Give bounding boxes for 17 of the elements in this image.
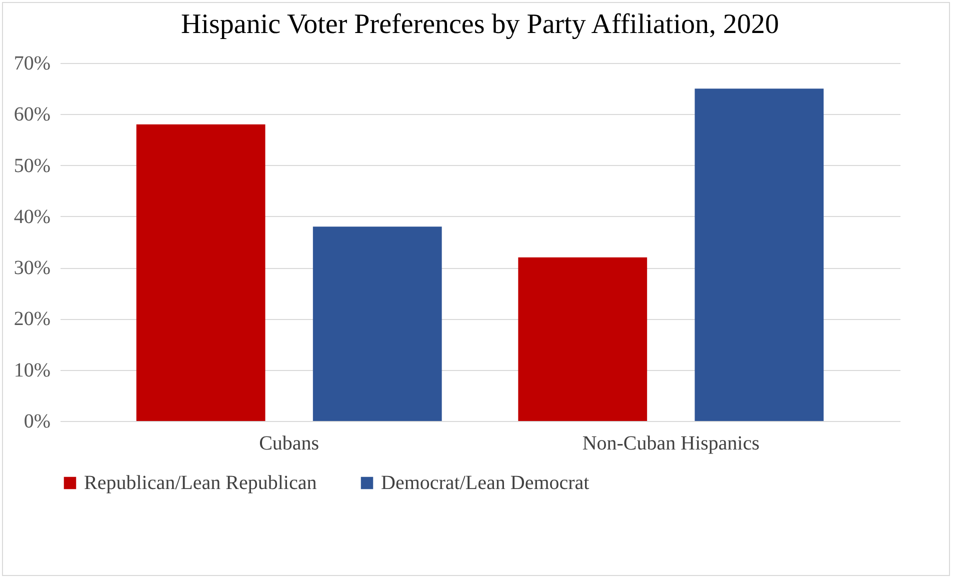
- y-tick-label: 30%: [14, 257, 50, 280]
- y-tick-label: 50%: [14, 154, 50, 177]
- bar: [312, 226, 442, 421]
- chart-title: Hispanic Voter Preferences by Party Affiliation, 2020: [181, 9, 779, 40]
- y-tick-label: 20%: [14, 308, 50, 330]
- bar: [136, 124, 266, 421]
- bar: [694, 88, 824, 421]
- legend-label: Republican/Lean Republican: [84, 472, 317, 494]
- y-tick-label: 0%: [24, 410, 50, 432]
- x-tick-label: Cubans: [259, 432, 320, 454]
- y-tick-label: 70%: [14, 52, 50, 74]
- bar: [518, 257, 648, 421]
- x-tick-label: Non-Cuban Hispanics: [582, 432, 760, 454]
- legend-label: Democrat/Lean Democrat: [381, 472, 590, 494]
- y-tick-label: 40%: [14, 206, 50, 228]
- y-tick-label: 10%: [14, 359, 50, 382]
- y-tick-label: 60%: [14, 104, 50, 126]
